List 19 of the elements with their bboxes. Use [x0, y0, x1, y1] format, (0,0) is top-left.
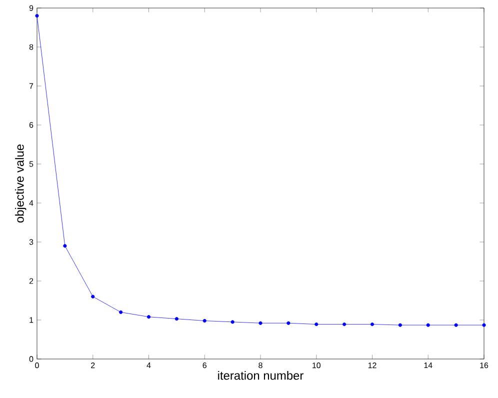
point	[119, 310, 123, 314]
x-axis-title: iteration number	[218, 371, 304, 380]
point	[230, 320, 234, 324]
point	[63, 244, 67, 248]
y-axis-title: objective value	[15, 144, 26, 223]
point	[146, 315, 151, 319]
point	[426, 323, 430, 327]
point	[314, 322, 318, 326]
point	[398, 323, 402, 327]
point	[370, 322, 374, 326]
point	[454, 323, 458, 327]
point	[202, 318, 206, 323]
point	[482, 323, 486, 327]
point	[91, 294, 95, 298]
point	[286, 321, 290, 325]
point	[35, 14, 39, 18]
point	[174, 317, 178, 321]
point	[258, 321, 262, 325]
point	[342, 322, 346, 326]
